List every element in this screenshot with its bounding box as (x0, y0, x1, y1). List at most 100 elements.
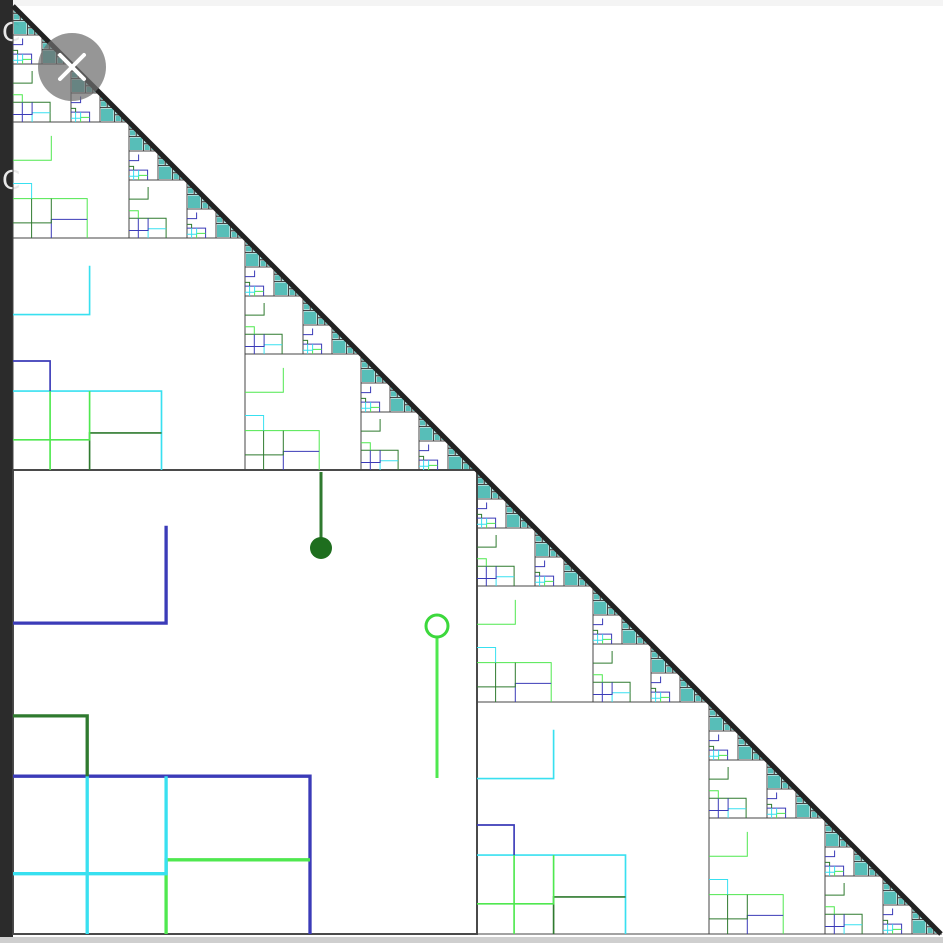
dense-cell (855, 855, 861, 861)
dense-cell (289, 289, 295, 295)
dense-cell (565, 565, 571, 571)
dense-cell (238, 235, 241, 237)
dense-cell (231, 231, 237, 237)
dense-cell (188, 184, 190, 187)
dense-cell (782, 779, 785, 781)
dark-green-path (13, 198, 52, 224)
dark-green-path (593, 651, 613, 664)
cyan-path (477, 518, 488, 525)
dense-cell (840, 840, 846, 846)
dark-green-path (593, 629, 599, 635)
dark-green-path (477, 565, 515, 586)
blue-path (767, 792, 778, 800)
dense-cell (14, 21, 27, 34)
dense-cell (847, 844, 850, 846)
dense-cell (456, 452, 458, 455)
dense-cell (898, 898, 904, 904)
diagonal-edge (11, 4, 943, 936)
blue-path (13, 53, 33, 64)
blue-path (13, 102, 33, 115)
light-green-path (544, 580, 554, 586)
dense-cell (550, 547, 553, 549)
blue-path (129, 169, 149, 180)
dense-cell (463, 460, 466, 462)
dense-cell (673, 670, 676, 672)
dense-cell (927, 924, 930, 926)
dense-cell (739, 746, 752, 759)
dense-cell (101, 97, 103, 100)
blue-path (767, 807, 787, 818)
dense-cell (739, 735, 741, 738)
dense-cell (710, 706, 712, 709)
dark-green-path (825, 883, 845, 896)
dense-cell (688, 684, 690, 687)
dense-cell (405, 405, 411, 411)
dense-cell (14, 14, 20, 20)
dense-cell (398, 394, 400, 397)
dense-cell (217, 224, 230, 237)
dense-cell (695, 692, 698, 694)
light-green-path (196, 232, 206, 238)
dense-cell (217, 213, 219, 216)
cyan-path (825, 866, 836, 873)
cyan-path (13, 54, 24, 61)
blue-path (245, 334, 265, 347)
blue-path (419, 459, 439, 470)
dense-cell (347, 347, 353, 353)
blue-path (709, 734, 720, 742)
dense-cell (246, 242, 248, 245)
dense-cell (884, 884, 890, 890)
light-green-path (709, 790, 719, 799)
dense-cell (449, 456, 462, 469)
light-green-path (776, 812, 786, 818)
dense-cell (782, 782, 788, 788)
dense-cell (101, 101, 107, 107)
light-green-path (709, 894, 784, 934)
dense-cell (275, 275, 281, 281)
blue-path (50, 218, 88, 238)
blue-path (187, 212, 198, 220)
dense-cell (173, 170, 176, 172)
dense-cell (144, 141, 147, 143)
close-button[interactable] (38, 33, 106, 101)
blue-path (535, 575, 555, 586)
cell-frame (12, 121, 130, 239)
dense-cell (536, 536, 542, 542)
filled-node (310, 537, 332, 559)
dense-cell (253, 249, 255, 252)
dense-cell (521, 521, 527, 527)
dark-green-path (825, 861, 831, 867)
dense-cell (514, 510, 516, 513)
dense-cell (826, 822, 828, 825)
dense-cell (28, 28, 34, 34)
dark-green-path (593, 681, 631, 702)
dense-cell (289, 286, 292, 288)
dense-cell (884, 880, 886, 883)
light-green-path (254, 290, 264, 296)
blue-path (303, 343, 323, 354)
dense-cell (159, 155, 161, 158)
blue-path (651, 676, 662, 684)
cyan-path (147, 228, 167, 238)
blue-path (535, 560, 546, 568)
dense-cell (869, 866, 872, 868)
dense-cell (768, 764, 770, 767)
dense-cell (615, 612, 618, 614)
dark-green-path (709, 767, 729, 780)
dense-cell (775, 771, 777, 774)
blue-path (514, 682, 552, 702)
dense-cell (492, 492, 498, 498)
dense-cell (14, 10, 16, 13)
dense-cell (594, 601, 607, 614)
cyan-path (651, 692, 662, 699)
dense-cell (267, 264, 270, 266)
dark-green-path (13, 71, 33, 84)
dense-cell (746, 742, 748, 745)
dark-green-path (129, 165, 135, 171)
dark-green-path (709, 745, 715, 751)
dense-cell (304, 300, 306, 303)
dense-cell (159, 166, 172, 179)
dark-green-path (361, 419, 381, 432)
dark-green-path (129, 187, 149, 200)
dense-cell (137, 133, 139, 136)
